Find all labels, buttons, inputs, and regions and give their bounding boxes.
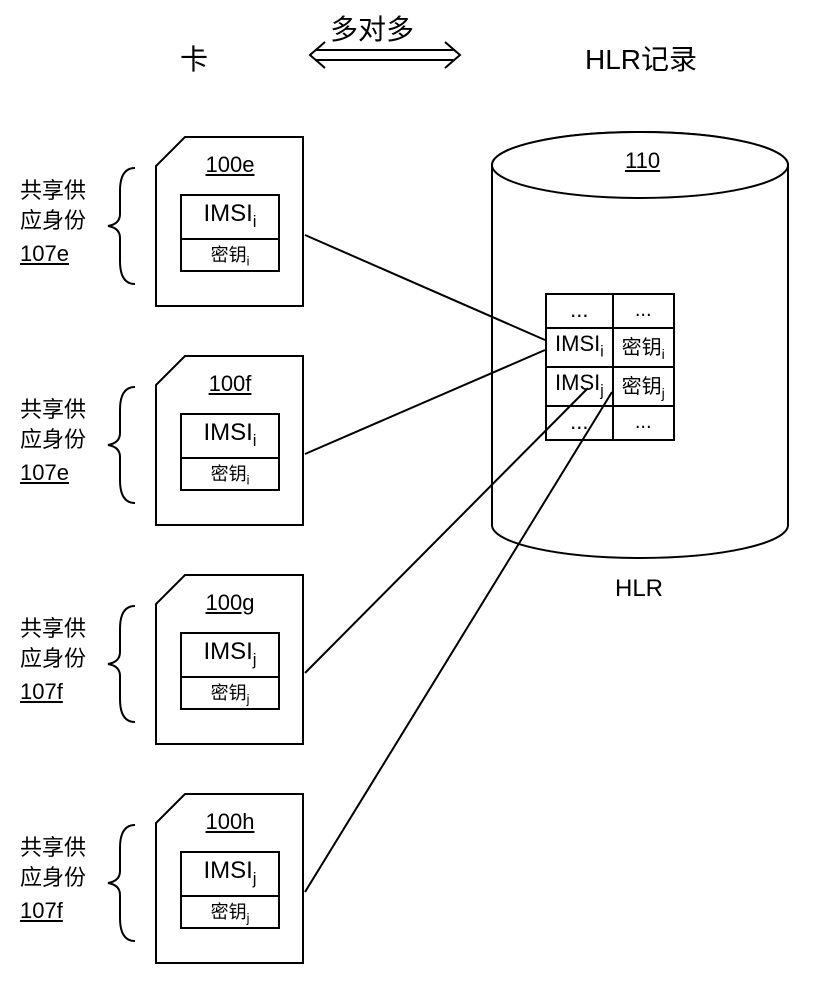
sim-key: 密钥i: [182, 459, 278, 490]
header-left-label: 卡: [180, 38, 208, 78]
hlr-cell: IMSIi: [546, 328, 613, 367]
header-right-label: HLR记录: [585, 38, 697, 78]
sim-ref: 100g: [155, 590, 305, 616]
brace-icon: [100, 604, 140, 724]
sim-key: 密钥i: [182, 240, 278, 271]
hlr-cell: 密钥i: [613, 328, 674, 367]
table-row: ... ...: [546, 406, 674, 440]
side-label: 共享供应身份107f: [20, 833, 86, 926]
hlr-cell: ...: [546, 406, 613, 440]
sim-card: 100f IMSIi 密钥i: [155, 355, 305, 532]
hlr-cell: ...: [613, 294, 674, 328]
sim-key: 密钥j: [182, 678, 278, 709]
table-row: ... ...: [546, 294, 674, 328]
sim-imsi: IMSIi: [182, 415, 278, 459]
bidir-arrow-icon: [300, 40, 470, 70]
hlr-ref: 110: [625, 148, 660, 174]
side-label: 共享供应身份107e: [20, 395, 86, 488]
hlr-cell: ...: [613, 406, 674, 440]
sim-key: 密钥j: [182, 897, 278, 928]
sim-card: 100h IMSIj 密钥j: [155, 793, 305, 970]
hlr-cell: 密钥j: [613, 367, 674, 406]
brace-icon: [100, 385, 140, 505]
sim-imsi: IMSIj: [182, 853, 278, 897]
table-row: IMSIi 密钥i: [546, 328, 674, 367]
hlr-table: ... ... IMSIi 密钥i IMSIj 密钥j ... ...: [545, 293, 675, 441]
hlr-cell: ...: [546, 294, 613, 328]
side-label: 共享供应身份107e: [20, 176, 86, 269]
sim-ref: 100e: [155, 152, 305, 178]
table-row: IMSIj 密钥j: [546, 367, 674, 406]
sim-imsi: IMSIj: [182, 634, 278, 678]
sim-imsi: IMSIi: [182, 196, 278, 240]
sim-card: 100g IMSIj 密钥j: [155, 574, 305, 751]
hlr-label: HLR: [615, 575, 663, 603]
side-label: 共享供应身份107f: [20, 614, 86, 707]
sim-card: 100e IMSIi 密钥i: [155, 136, 305, 313]
sim-ref: 100h: [155, 809, 305, 835]
brace-icon: [100, 823, 140, 943]
sim-ref: 100f: [155, 371, 305, 397]
hlr-cell: IMSIj: [546, 367, 613, 406]
brace-icon: [100, 166, 140, 286]
